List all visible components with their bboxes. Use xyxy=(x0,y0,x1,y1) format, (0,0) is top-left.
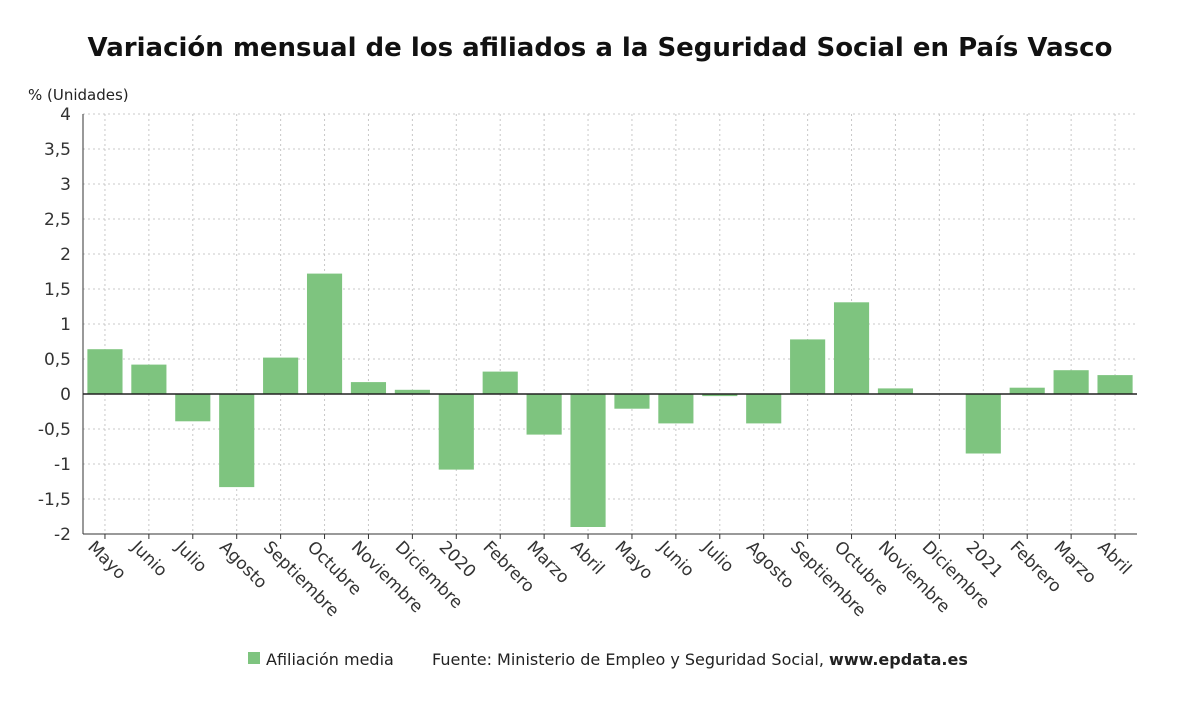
source-prefix: Fuente: Ministerio de Empleo y Seguridad… xyxy=(432,650,829,669)
bar xyxy=(658,394,694,424)
y-tick-label: 2 xyxy=(60,245,71,265)
bar xyxy=(702,394,738,397)
x-tick-label: Mayo xyxy=(83,537,129,583)
bar xyxy=(350,382,387,394)
legend-label: Afiliación media xyxy=(266,650,394,669)
legend: Afiliación media xyxy=(248,650,394,669)
bar xyxy=(482,371,518,394)
legend-swatch xyxy=(248,652,260,664)
bar xyxy=(263,357,299,394)
bar xyxy=(131,364,167,394)
y-tick-label: -2 xyxy=(54,525,71,545)
y-tick-label: 3 xyxy=(60,175,71,195)
x-tick-label: Agosto xyxy=(742,537,798,593)
y-tick-label: -1,5 xyxy=(38,490,71,510)
y-tick-label: 1,5 xyxy=(44,280,71,300)
bars xyxy=(87,273,1133,527)
y-tick-label: 0 xyxy=(60,385,71,405)
bar xyxy=(1053,370,1089,394)
source-note: Fuente: Ministerio de Empleo y Seguridad… xyxy=(432,650,968,669)
x-tick-label: Julio xyxy=(698,537,738,577)
bar xyxy=(1097,375,1133,394)
y-tick-labels: -2 -1,5 -1 -0,5 0 0,5 1 1,5 2 2,5 3 3,5 4 xyxy=(38,105,71,545)
y-tick-label: -0,5 xyxy=(38,420,71,440)
x-tick-label: Agosto xyxy=(215,537,271,593)
x-tick-label: Julio xyxy=(171,537,211,577)
y-axis-label: % (Unidades) xyxy=(28,86,129,104)
bar xyxy=(1009,387,1045,394)
bar xyxy=(877,388,914,394)
bar xyxy=(833,302,870,394)
bar xyxy=(746,394,782,424)
bar xyxy=(614,394,650,409)
y-tick-label: 4 xyxy=(60,105,71,125)
y-tick-label: 2,5 xyxy=(44,210,71,230)
bar xyxy=(219,394,255,488)
bar xyxy=(570,394,606,527)
bar xyxy=(394,389,430,394)
y-tick-label: 1 xyxy=(60,315,71,335)
x-tick-label: Junio xyxy=(127,537,171,581)
bar xyxy=(965,394,1001,454)
y-tick-label: -1 xyxy=(54,455,71,475)
bar xyxy=(790,339,826,394)
chart-title: Variación mensual de los afiliados a la … xyxy=(88,33,1113,63)
y-tick-label: 0,5 xyxy=(44,350,71,370)
axes xyxy=(82,114,1137,539)
source-site: www.epdata.es xyxy=(829,650,968,669)
bar xyxy=(306,273,343,394)
bar xyxy=(175,394,211,422)
x-tick-label: Mayo xyxy=(610,537,656,583)
bar xyxy=(438,394,474,470)
bar xyxy=(526,394,562,435)
bar xyxy=(87,349,123,394)
y-tick-label: 3,5 xyxy=(44,140,71,160)
x-tick-label: Junio xyxy=(654,537,698,581)
